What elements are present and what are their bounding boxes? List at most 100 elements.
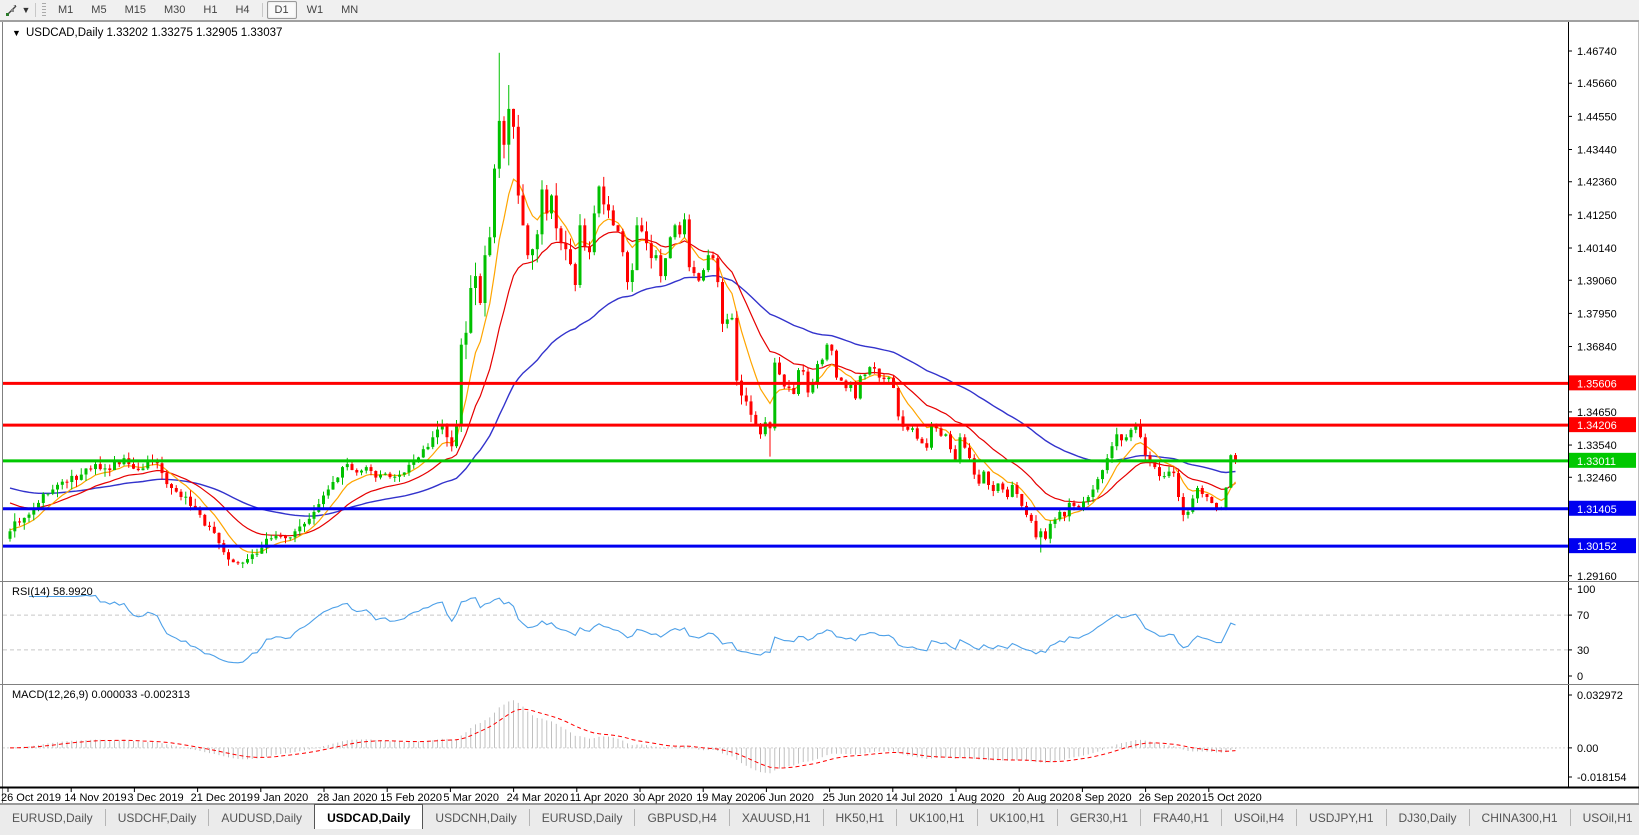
chevron-down-icon[interactable]: ▼: [21, 5, 31, 15]
svg-text:14 Nov 2019: 14 Nov 2019: [64, 792, 126, 804]
svg-text:30 Apr 2020: 30 Apr 2020: [633, 792, 692, 804]
symbol-tab-usdcad-daily[interactable]: USDCAD,Daily: [314, 804, 424, 830]
symbol-tab-usdcnh-daily[interactable]: USDCNH,Daily: [435, 810, 517, 825]
symbol-tab-gbpusd-h4[interactable]: GBPUSD,H4: [647, 810, 717, 825]
symbol-tab-eurusd-daily[interactable]: EURUSD,Daily: [541, 810, 623, 825]
price-badge: 1.35606: [1569, 375, 1636, 391]
svg-text:15 Feb 2020: 15 Feb 2020: [380, 792, 442, 804]
symbol-tab-usdchf-daily[interactable]: USDCHF,Daily: [117, 810, 197, 825]
toolbar-divider: [35, 3, 36, 17]
rsi-line: [29, 594, 1236, 664]
svg-text:1.30152: 1.30152: [1577, 541, 1617, 553]
symbol-tab-eurusd-daily[interactable]: EURUSD,Daily: [12, 810, 93, 825]
svg-text:26 Oct 2019: 26 Oct 2019: [1, 792, 61, 804]
symbol-tab-uk100-h1[interactable]: UK100,H1: [989, 810, 1045, 825]
svg-text:▼: ▼: [12, 28, 21, 38]
tab-divider: [1296, 809, 1298, 826]
chart-canvas[interactable]: ▼ USDCAD,Daily 1.33202 1.33275 1.32905 1.…: [0, 20, 1639, 804]
price-badge: 1.30152: [1569, 538, 1636, 554]
timeframe-button-h4[interactable]: H4: [235, 4, 250, 16]
tab-divider: [528, 809, 530, 826]
svg-text:3 Dec 2019: 3 Dec 2019: [127, 792, 183, 804]
svg-text:USDCAD,Daily 1.33202 1.33275: USDCAD,Daily 1.33202 1.33275 1.32905 1.3…: [26, 27, 282, 39]
price-badge: 1.31405: [1569, 500, 1636, 516]
toolbar-grip-handle[interactable]: [42, 3, 46, 17]
ma-slow-line: [9, 274, 1236, 517]
timeframe-button-m5[interactable]: M5: [91, 4, 107, 16]
symbol-tab-fra40-h1[interactable]: FRA40,H1: [1152, 810, 1210, 825]
svg-text:19 May 2020: 19 May 2020: [696, 792, 760, 804]
horizontal-level-lines[interactable]: [3, 381, 1568, 548]
svg-text:1.41250: 1.41250: [1577, 210, 1617, 222]
svg-text:9 Jan 2020: 9 Jan 2020: [254, 792, 308, 804]
svg-text:1.46740: 1.46740: [1577, 46, 1617, 58]
svg-text:14 Jul 2020: 14 Jul 2020: [886, 792, 943, 804]
timeframe-toolbar: ▼ M1 M5 M15 M30 H1 H4 D1 W1 MN: [0, 0, 1639, 21]
symbol-tab-uk100-h1[interactable]: UK100,H1: [909, 810, 965, 825]
status-strip: [0, 829, 1639, 835]
tab-divider: [1569, 809, 1571, 826]
tab-divider: [1221, 809, 1223, 826]
svg-text:1.35606: 1.35606: [1577, 378, 1617, 390]
timeframe-button-h1[interactable]: H1: [203, 4, 218, 16]
symbol-tab-hk50-h1[interactable]: HK50,H1: [835, 810, 885, 825]
main-price-pane[interactable]: [8, 52, 1238, 569]
tab-divider: [1468, 809, 1470, 826]
svg-text:70: 70: [1577, 610, 1589, 622]
time-axis[interactable]: 26 Oct 2019 14 Nov 2019 3 Dec 2019 21 Dec 2…: [1, 788, 1262, 804]
symbol-tab-xauusd-h1[interactable]: XAUUSD,H1: [741, 810, 811, 825]
rsi-pane[interactable]: RSI(14) 58.9920: [3, 586, 1568, 664]
svg-text:1.40140: 1.40140: [1577, 243, 1617, 255]
svg-text:25 Jun 2020: 25 Jun 2020: [823, 792, 884, 804]
svg-text:1.42360: 1.42360: [1577, 177, 1617, 189]
timeframe-button-m15[interactable]: M15: [124, 4, 146, 16]
svg-text:1.33011: 1.33011: [1577, 456, 1616, 468]
svg-text:1.39060: 1.39060: [1577, 275, 1617, 287]
toolbar-divider: [261, 3, 263, 17]
svg-text:1.43440: 1.43440: [1577, 145, 1617, 157]
price-badge: 1.33011: [1569, 452, 1636, 468]
svg-text:5 Mar 2020: 5 Mar 2020: [443, 792, 499, 804]
macd-signal-line: [9, 708, 1236, 769]
timeframe-button-m1[interactable]: M1: [58, 4, 74, 16]
svg-text:24 Mar 2020: 24 Mar 2020: [507, 792, 569, 804]
timeframe-button-mn[interactable]: MN: [341, 4, 359, 16]
macd-histogram: [14, 700, 1236, 774]
svg-text:1.32460: 1.32460: [1577, 472, 1617, 484]
symbol-tab-usoil-h1[interactable]: USOil,H1: [1582, 810, 1633, 825]
svg-text:1.34650: 1.34650: [1577, 407, 1617, 419]
symbol-tab-dj30-daily[interactable]: DJ30,Daily: [1398, 810, 1457, 825]
svg-text:MACD(12,26,9) 0.000033 -0.0023: MACD(12,26,9) 0.000033 -0.002313: [12, 689, 190, 701]
svg-text:1.44550: 1.44550: [1577, 111, 1617, 123]
svg-text:30: 30: [1577, 645, 1589, 657]
crosshair-cursor-icon[interactable]: [4, 3, 20, 17]
chart-title: ▼ USDCAD,Daily 1.33202 1.33275 1.32905 1.…: [12, 27, 282, 39]
price-axis[interactable]: 1.46740 1.45660 1.44550 1.43440 1.42360 1.412…: [1568, 46, 1636, 784]
svg-text:1 Aug 2020: 1 Aug 2020: [949, 792, 1005, 804]
symbol-tab-bar: EURUSD,Daily USDCHF,Daily AUDUSD,Daily USDC…: [0, 804, 1639, 830]
svg-text:0.032972: 0.032972: [1577, 690, 1623, 702]
svg-text:8 Sep 2020: 8 Sep 2020: [1075, 792, 1131, 804]
candles-layer: [8, 52, 1237, 569]
svg-text:1.33540: 1.33540: [1577, 440, 1617, 452]
symbol-tab-ger30-h1[interactable]: GER30,H1: [1069, 810, 1128, 825]
svg-text:1.34206: 1.34206: [1577, 420, 1617, 432]
symbol-tab-china300-h1[interactable]: CHINA300,H1: [1481, 810, 1558, 825]
tab-divider: [896, 809, 898, 826]
symbol-tab-usdjpy-h1[interactable]: USDJPY,H1: [1309, 810, 1374, 825]
svg-text:1.45660: 1.45660: [1577, 78, 1617, 90]
symbol-tab-audusd-daily[interactable]: AUDUSD,Daily: [221, 810, 303, 825]
timeframe-button-w1[interactable]: W1: [306, 4, 324, 16]
timeframe-button-d1[interactable]: D1: [266, 1, 297, 19]
macd-pane[interactable]: MACD(12,26,9) 0.000033 -0.002313: [3, 689, 1568, 774]
svg-text:0: 0: [1577, 671, 1583, 683]
tab-divider: [1139, 809, 1141, 826]
timeframe-button-m30[interactable]: M30: [163, 4, 186, 16]
svg-text:1.29160: 1.29160: [1577, 571, 1617, 583]
tab-divider: [1385, 809, 1387, 826]
symbol-tab-usoil-h4[interactable]: USOil,H4: [1234, 810, 1285, 825]
svg-text:28 Jan 2020: 28 Jan 2020: [317, 792, 378, 804]
svg-text:1.31405: 1.31405: [1577, 504, 1617, 516]
tab-divider: [976, 809, 978, 826]
tab-divider: [634, 809, 636, 826]
